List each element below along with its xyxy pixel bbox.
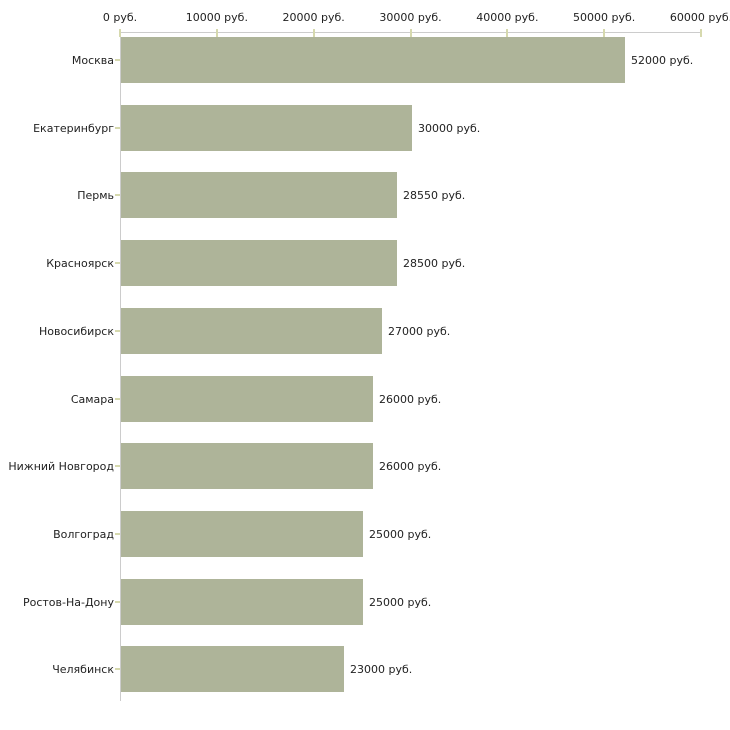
bar-row: Красноярск 28500 руб.	[0, 240, 730, 286]
bar	[121, 105, 412, 151]
category-label: Самара	[70, 392, 114, 406]
bar	[121, 240, 397, 286]
x-axis-tick	[312, 29, 315, 37]
bar-row: Нижний Новгород 26000 руб.	[0, 443, 730, 489]
x-axis-tick	[215, 29, 218, 37]
x-axis-tick-label: 60000 руб.	[669, 11, 730, 24]
x-axis-tick-label: 10000 руб.	[185, 11, 248, 24]
x-axis-tick-label: 40000 руб.	[476, 11, 539, 24]
value-label: 26000 руб.	[379, 459, 442, 473]
value-label: 25000 руб.	[369, 595, 432, 609]
category-label: Новосибирск	[38, 324, 114, 338]
bar	[121, 376, 373, 422]
y-axis-tick	[115, 398, 120, 400]
bar-row: Самара 26000 руб.	[0, 376, 730, 422]
category-label: Москва	[71, 53, 114, 67]
y-axis-tick	[115, 262, 120, 264]
category-label: Волгоград	[53, 527, 114, 541]
x-axis-tick	[506, 29, 509, 37]
y-axis-line	[120, 32, 121, 701]
x-axis-tick-label: 30000 руб.	[379, 11, 442, 24]
y-axis-tick	[115, 601, 120, 603]
x-axis-tick-label: 20000 руб.	[282, 11, 345, 24]
category-label: Нижний Новгород	[8, 459, 114, 473]
x-axis-tick	[603, 29, 606, 37]
x-axis-tick-label: 0 руб.	[102, 11, 138, 24]
bar-row: Новосибирск 27000 руб.	[0, 308, 730, 354]
value-label: 25000 руб.	[369, 527, 432, 541]
x-axis-tick-label: 50000 руб.	[573, 11, 636, 24]
value-label: 28550 руб.	[403, 188, 466, 202]
bar-row: Екатеринбург 30000 руб.	[0, 105, 730, 151]
y-axis-tick	[115, 127, 120, 129]
y-axis-tick	[115, 533, 120, 535]
y-axis-tick	[115, 194, 120, 196]
category-label: Пермь	[77, 188, 114, 202]
value-label: 28500 руб.	[403, 256, 466, 270]
category-label: Екатеринбург	[33, 121, 114, 135]
bar	[121, 443, 373, 489]
bar-row: Волгоград 25000 руб.	[0, 511, 730, 557]
category-label: Челябинск	[52, 662, 114, 676]
y-axis-tick	[115, 59, 120, 61]
bar	[121, 308, 382, 354]
y-axis-tick	[115, 465, 120, 467]
bar-row: Москва 52000 руб.	[0, 37, 730, 83]
bar	[121, 37, 625, 83]
x-axis-tick	[700, 29, 702, 37]
x-axis-tick	[119, 29, 121, 37]
bar-row: Ростов-На-Дону 25000 руб.	[0, 579, 730, 625]
value-label: 52000 руб.	[631, 53, 694, 67]
value-label: 30000 руб.	[418, 121, 481, 135]
bar-row: Челябинск 23000 руб.	[0, 646, 730, 692]
value-label: 26000 руб.	[379, 392, 442, 406]
y-axis-tick	[115, 668, 120, 670]
category-label: Ростов-На-Дону	[22, 595, 114, 609]
bar-row: Пермь 28550 руб.	[0, 172, 730, 218]
bar	[121, 646, 344, 692]
bar	[121, 172, 397, 218]
value-label: 23000 руб.	[350, 662, 413, 676]
category-label: Красноярск	[46, 256, 114, 270]
y-axis-tick	[115, 330, 120, 332]
value-label: 27000 руб.	[388, 324, 451, 338]
bar	[121, 511, 363, 557]
x-axis-tick	[409, 29, 412, 37]
bar	[121, 579, 363, 625]
